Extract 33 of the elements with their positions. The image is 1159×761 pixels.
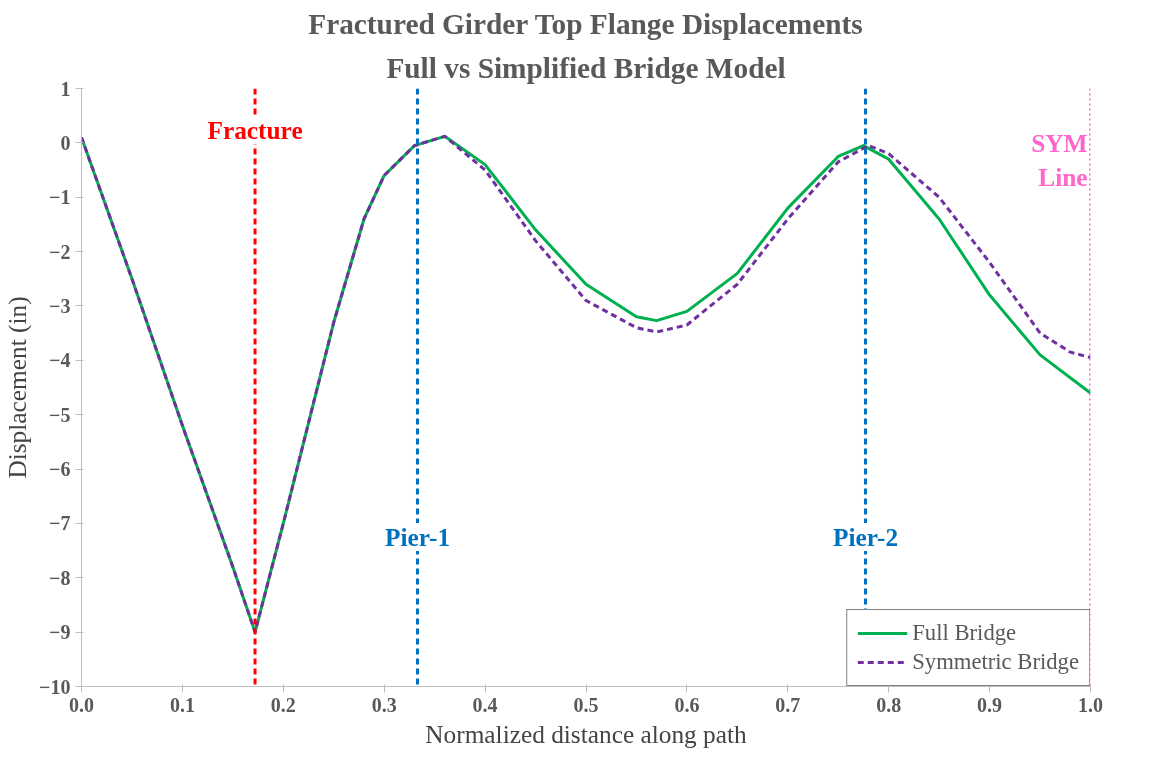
x-tick-label: 0.5	[573, 693, 599, 716]
y-tick-label: 0	[60, 131, 71, 154]
chart-title: Fractured Girder Top Flange Displacements	[308, 7, 863, 40]
x-tick-label: 0.3	[371, 693, 397, 716]
y-tick-label: −8	[49, 566, 71, 589]
ref-line-label: Fracture	[207, 116, 303, 145]
x-tick-label: 0.0	[69, 693, 94, 716]
legend-label: Symmetric Bridge	[912, 649, 1079, 675]
x-tick-label: 0.1	[169, 693, 195, 716]
y-tick-label: −6	[49, 458, 71, 481]
chart-subtitle: Full vs Simplified Bridge Model	[386, 51, 786, 84]
x-axis-title: Normalized distance along path	[425, 719, 748, 748]
x-tick-label: 0.9	[977, 693, 1003, 716]
y-tick-label: −2	[49, 240, 71, 263]
y-tick-label: −10	[39, 675, 71, 698]
y-tick-label: −5	[49, 403, 71, 426]
ref-line-label: Pier-2	[832, 523, 899, 551]
ref-line-label: Pier-1	[384, 523, 451, 551]
y-tick-label: −1	[49, 186, 71, 209]
x-tick-label: 0.6	[674, 693, 700, 716]
x-tick-label: 0.7	[775, 693, 801, 716]
y-tick-label: −7	[49, 512, 71, 535]
legend-label: Full Bridge	[912, 620, 1017, 646]
x-tick-label: 0.8	[876, 693, 902, 716]
ref-line-label: SYM Line	[1031, 129, 1088, 192]
y-axis-title: Displacement (in)	[3, 296, 33, 479]
y-tick-label: −4	[49, 349, 71, 372]
y-tick-label: −9	[49, 621, 71, 644]
x-tick-label: 1.0	[1078, 693, 1103, 716]
y-tick-label: 1	[60, 77, 71, 100]
y-tick-label: −3	[49, 294, 71, 317]
x-tick-label: 0.2	[270, 693, 296, 716]
x-tick-label: 0.4	[472, 693, 498, 716]
